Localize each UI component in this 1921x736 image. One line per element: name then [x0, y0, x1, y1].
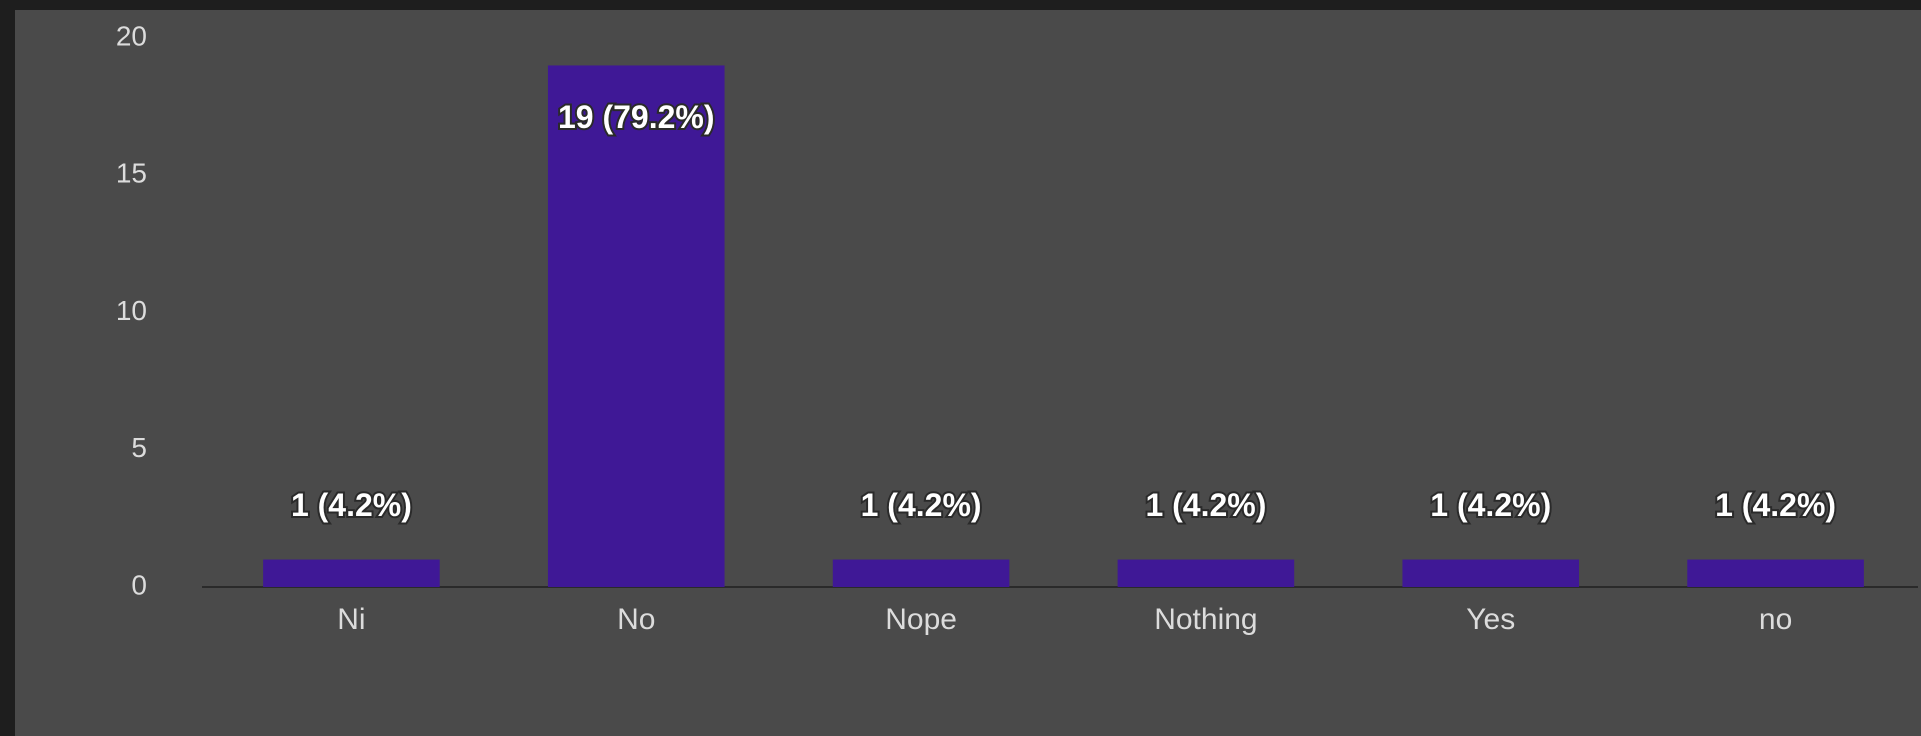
bar — [832, 559, 1010, 587]
y-tick-label: 10 — [116, 295, 147, 326]
y-tick-label: 0 — [131, 569, 147, 600]
bar — [263, 559, 440, 587]
y-tick-label: 15 — [116, 158, 147, 189]
bar — [547, 65, 725, 587]
data-label: 1 (4.2%) — [291, 487, 412, 523]
data-label: 19 (79.2%) — [558, 99, 715, 135]
bar — [1687, 559, 1864, 587]
x-tick-label: Nothing — [1154, 603, 1257, 636]
data-label: 1 (4.2%) — [1430, 487, 1551, 523]
x-tick-label: no — [1759, 603, 1792, 636]
x-tick-label: No — [617, 603, 655, 636]
data-label: 1 (4.2%) — [1145, 487, 1266, 523]
bar — [1117, 559, 1295, 587]
bar — [1402, 559, 1580, 587]
y-tick-label: 5 — [131, 432, 147, 463]
plot-background — [15, 10, 1921, 736]
x-tick-label: Yes — [1466, 603, 1515, 636]
x-tick-label: Ni — [337, 603, 365, 636]
y-tick-label: 20 — [116, 20, 147, 51]
data-label: 1 (4.2%) — [1715, 487, 1836, 523]
x-tick-label: Nope — [885, 603, 957, 636]
data-label: 1 (4.2%) — [861, 487, 982, 523]
